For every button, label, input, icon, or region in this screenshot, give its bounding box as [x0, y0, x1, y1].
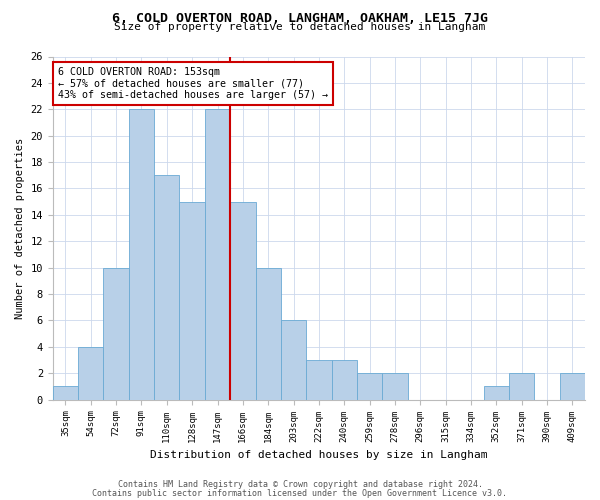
Bar [256, 268, 281, 400]
Bar [53, 386, 78, 400]
Bar [129, 110, 154, 400]
Bar [230, 202, 256, 400]
Bar [205, 110, 230, 400]
Bar [484, 386, 509, 400]
Text: Contains HM Land Registry data © Crown copyright and database right 2024.: Contains HM Land Registry data © Crown c… [118, 480, 482, 489]
Bar [103, 268, 129, 400]
X-axis label: Distribution of detached houses by size in Langham: Distribution of detached houses by size … [150, 450, 488, 460]
Bar [154, 176, 179, 400]
Bar [78, 347, 103, 400]
Text: Size of property relative to detached houses in Langham: Size of property relative to detached ho… [115, 22, 485, 32]
Text: Contains public sector information licensed under the Open Government Licence v3: Contains public sector information licen… [92, 488, 508, 498]
Bar [332, 360, 357, 400]
Text: 6 COLD OVERTON ROAD: 153sqm
← 57% of detached houses are smaller (77)
43% of sem: 6 COLD OVERTON ROAD: 153sqm ← 57% of det… [58, 67, 328, 100]
Bar [306, 360, 332, 400]
Bar [357, 374, 382, 400]
Bar [509, 374, 535, 400]
Bar [281, 320, 306, 400]
Bar [179, 202, 205, 400]
Bar [382, 374, 407, 400]
Bar [560, 374, 585, 400]
Text: 6, COLD OVERTON ROAD, LANGHAM, OAKHAM, LE15 7JG: 6, COLD OVERTON ROAD, LANGHAM, OAKHAM, L… [112, 12, 488, 26]
Y-axis label: Number of detached properties: Number of detached properties [15, 138, 25, 318]
